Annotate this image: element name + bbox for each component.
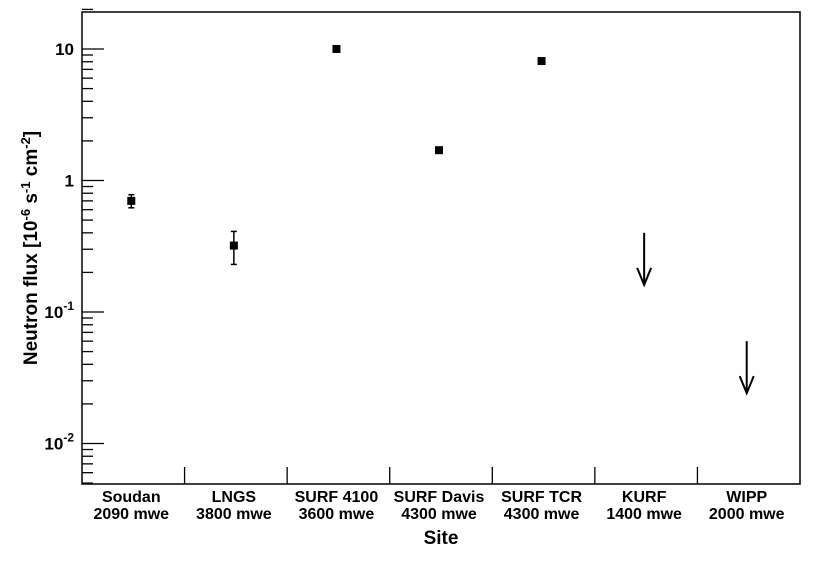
upper-limit-wipp [738, 341, 755, 396]
plot-frame [81, 11, 801, 485]
upper-limit-kurf [636, 232, 653, 288]
x-category-depth-surf-4100: 3600 mwe [299, 506, 375, 523]
arrow-head [738, 375, 755, 396]
y-tick-label: 10-2 [44, 431, 74, 454]
data-point-lngs [229, 230, 238, 266]
arrow-head [636, 267, 653, 288]
y-tick-label: 10-1 [44, 299, 74, 322]
x-category-depth-wipp: 2000 mwe [709, 506, 785, 523]
data-points [127, 45, 546, 266]
x-category-depth-lngs: 3800 mwe [196, 506, 272, 523]
data-marker [229, 241, 238, 250]
data-point-soudan [127, 193, 136, 209]
x-category-depth-surf-davis: 4300 mwe [401, 506, 477, 523]
x-category-label-surf-davis: SURF Davis [394, 489, 485, 506]
x-category-label-soudan: Soudan [102, 489, 161, 506]
data-point-surf-4100 [332, 45, 341, 53]
x-axis-title: Site [424, 528, 459, 549]
data-marker [332, 45, 341, 53]
y-tick-label: 10 [55, 40, 74, 59]
x-axis-ticks [183, 467, 699, 484]
x-category-label-wipp: WIPP [726, 489, 767, 506]
x-category-label-surf-tcr: SURF TCR [501, 489, 582, 506]
upper-limit-arrows [636, 232, 755, 396]
y-axis-tick-labels: 10-2 10-1 1 10 [44, 40, 74, 454]
data-point-surf-tcr [537, 57, 546, 66]
data-point-surf-davis [435, 146, 443, 155]
data-marker [127, 196, 136, 205]
y-tick-label: 1 [65, 172, 74, 191]
y-axis-title: Neutron flux [10-6 s-1 cm-2] [18, 131, 42, 365]
x-category-depth-kurf: 1400 mwe [606, 506, 682, 523]
data-marker [435, 146, 443, 155]
data-marker [537, 57, 546, 66]
x-category-label-kurf: KURF [622, 489, 667, 506]
x-category-label-lngs: LNGS [212, 489, 257, 506]
x-category-depth-soudan: 2090 mwe [93, 506, 169, 523]
x-category-label-surf-4100: SURF 4100 [295, 489, 379, 506]
y-axis-ticks [82, 8, 104, 484]
x-category-depth-surf-tcr: 4300 mwe [504, 506, 580, 523]
